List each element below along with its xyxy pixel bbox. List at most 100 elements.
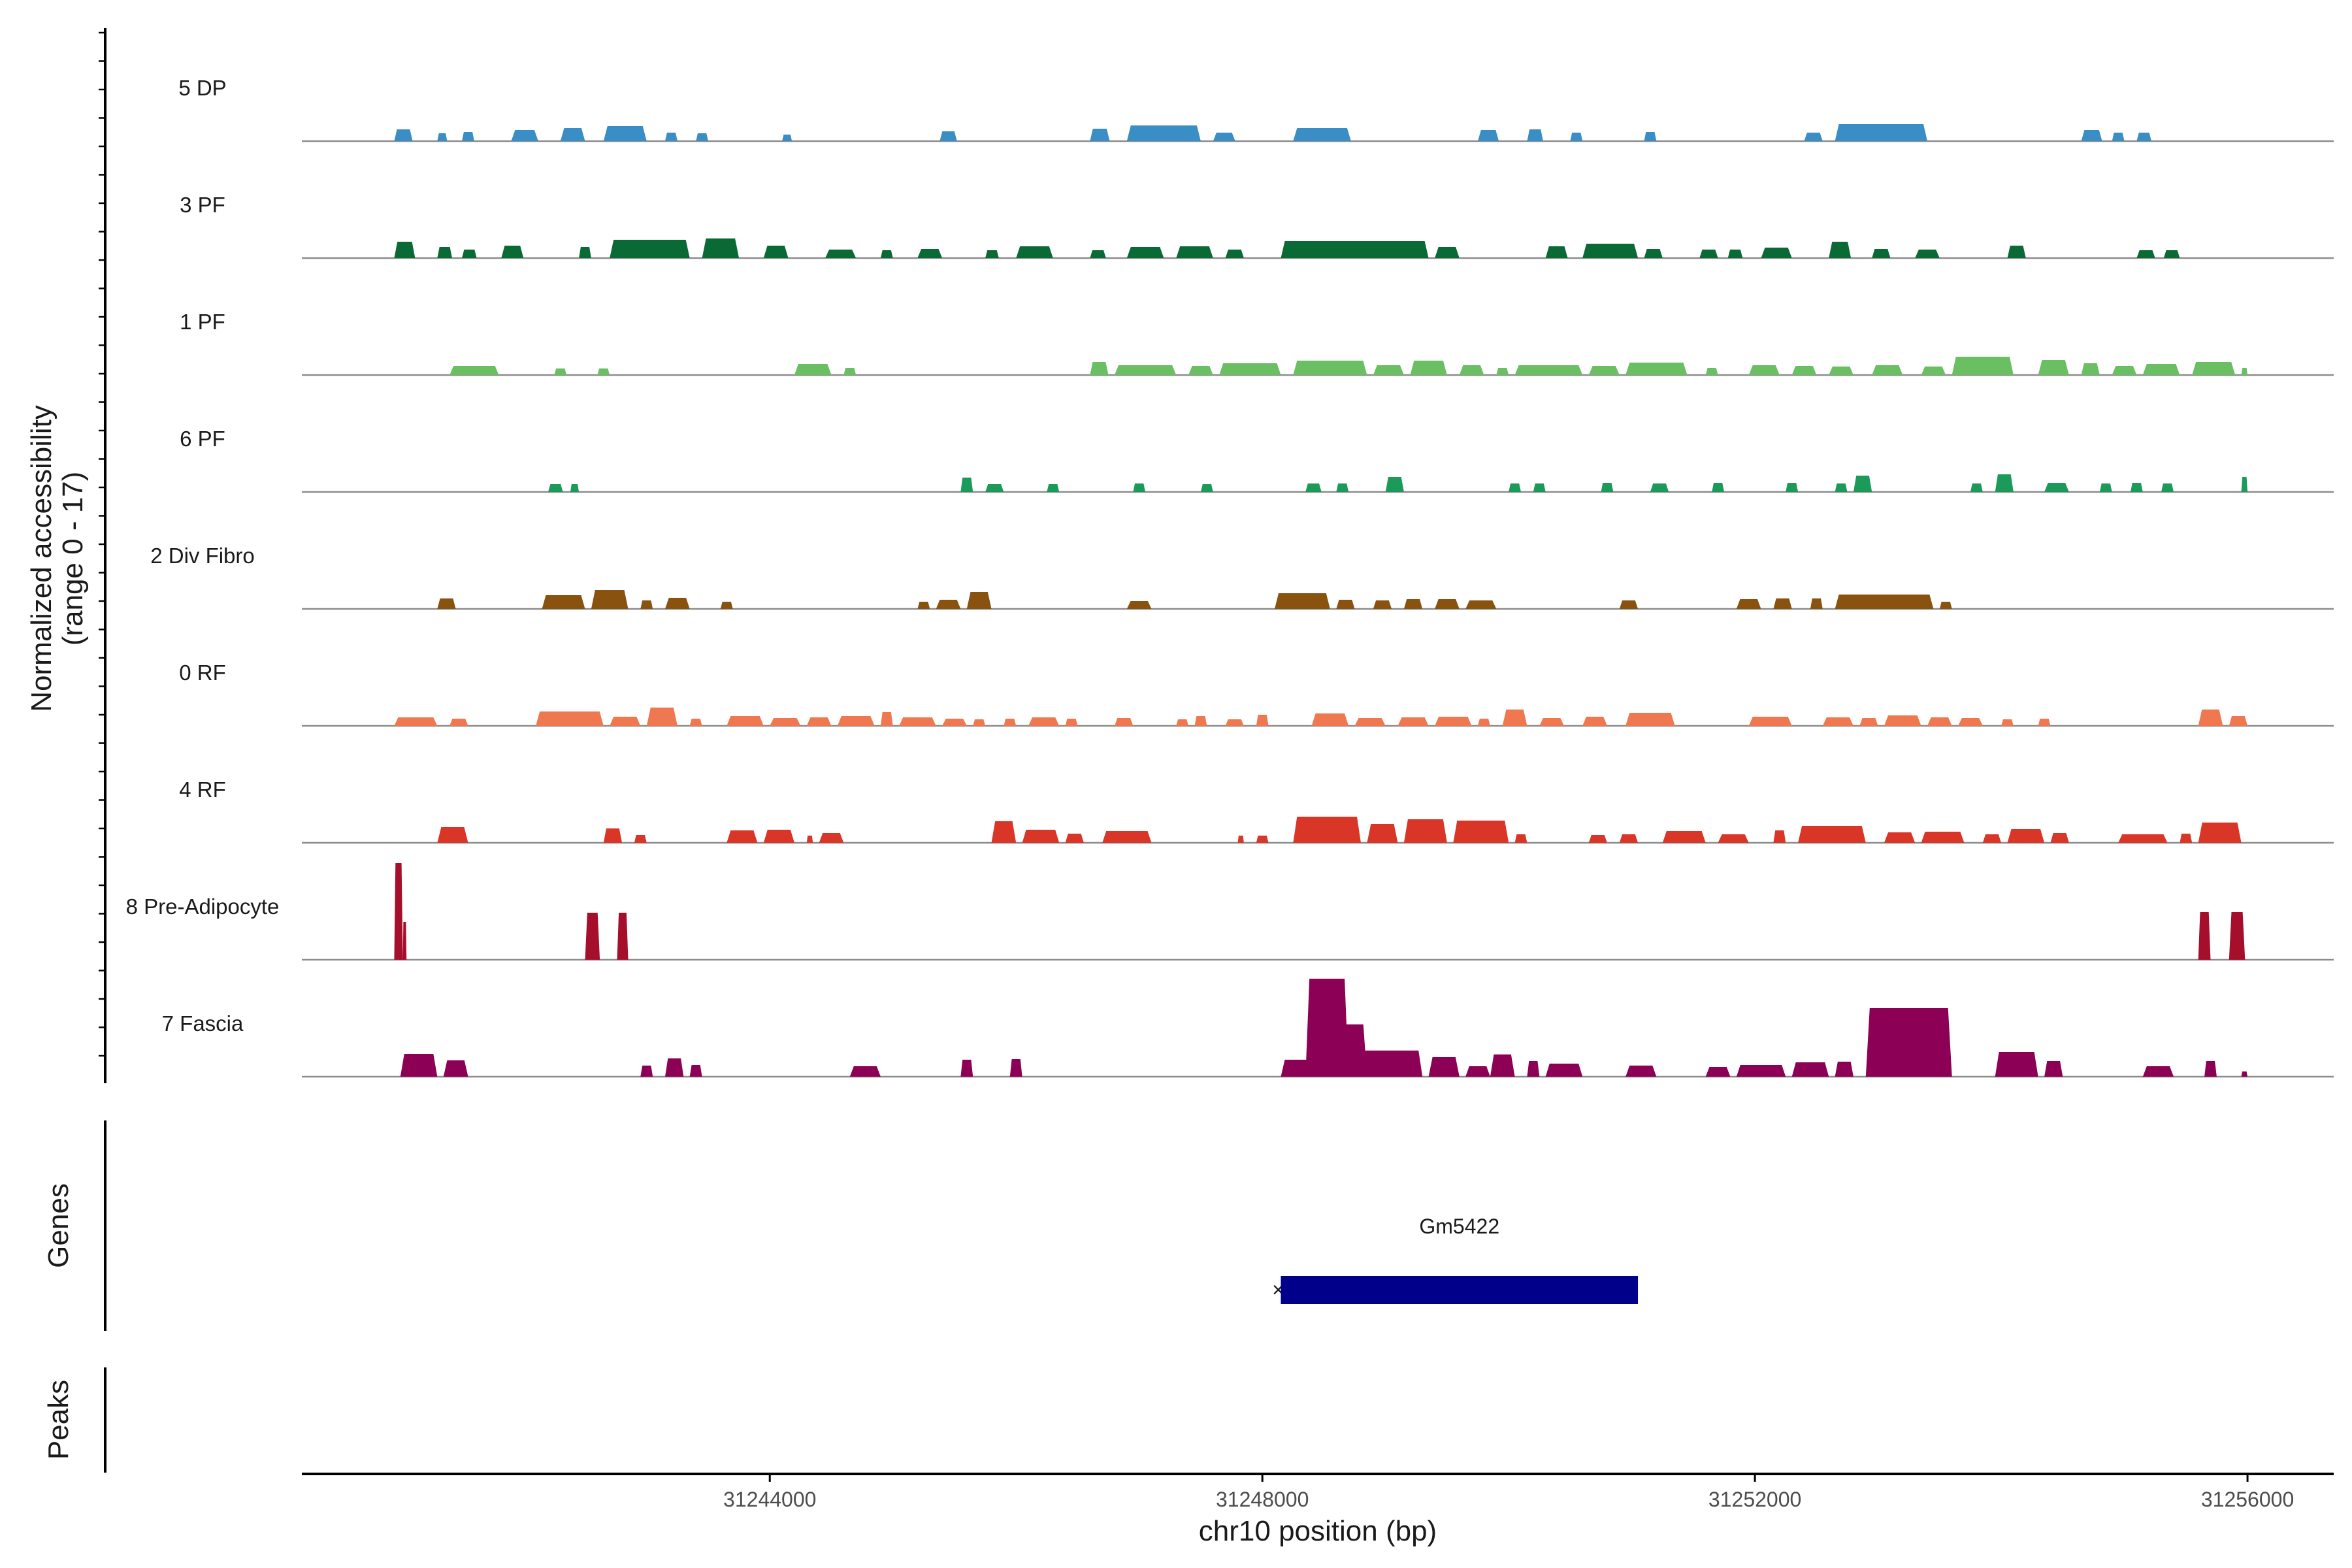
coverage-peak (665, 1058, 684, 1077)
coverage-peak (1065, 719, 1078, 726)
coverage-peak (2204, 1061, 2217, 1077)
coverage-peak (1582, 244, 1639, 258)
coverage-peak (727, 830, 758, 843)
coverage-peak (1188, 366, 1213, 375)
coverage-peak (1884, 832, 1916, 843)
coverage-peak (1502, 710, 1527, 726)
coverage-peak (2241, 368, 2248, 375)
coverage-peak (1921, 367, 1946, 375)
coverage-peak (1342, 1024, 1367, 1077)
coverage-peak (1459, 365, 1484, 375)
coverage-peak (1748, 365, 1780, 375)
track-1: 5 DP (178, 76, 2334, 142)
coverage-peak (1293, 817, 1361, 843)
coverage-peak (591, 590, 629, 609)
coverage-peak (1835, 124, 1927, 141)
coverage-peak (1982, 834, 2002, 843)
track-8: 8 Pre-Adipocyte (126, 863, 2334, 961)
y-axis-title-line2: (range 0 - 17) (57, 472, 89, 646)
coverage-peak (1527, 1061, 1540, 1077)
coverage-peak (1361, 1051, 1423, 1077)
coverage-peak (819, 833, 844, 843)
coverage-peak (1533, 483, 1546, 492)
coverage-peak (1872, 249, 1891, 258)
coverage-peak (1367, 824, 1398, 843)
coverage-peak (1336, 483, 1349, 492)
coverage-tracks: 5 DP 3 PF 1 PF 6 PF 2 Div Fibro 0 RF 4 RF 8 Pre… (126, 76, 2334, 1078)
coverage-peak (2142, 1066, 2174, 1077)
coverage-peak (1225, 719, 1244, 726)
coverage-peak (1311, 713, 1349, 726)
coverage-peak (1829, 242, 1852, 258)
coverage-peak (1644, 249, 1663, 258)
coverage-peak (763, 246, 789, 258)
coverage-peak (2180, 834, 2193, 843)
x-axis-tick-label: 31252000 (1708, 1488, 1801, 1511)
coverage-peak (1213, 133, 1235, 141)
coverage-peak (1872, 365, 1903, 375)
coverage-peak (2136, 250, 2155, 258)
coverage-peak (1952, 357, 2014, 375)
track-label: 7 Fascia (162, 1011, 244, 1036)
coverage-peak (1176, 719, 1189, 726)
coverage-peak (2198, 710, 2223, 726)
coverage-peak (1410, 361, 1447, 375)
coverage-peak (1293, 128, 1351, 141)
coverage-peak (1126, 125, 1201, 141)
coverage-peak (610, 717, 641, 726)
coverage-peak (1761, 248, 1792, 258)
coverage-peak (597, 368, 610, 375)
coverage-peak (1115, 365, 1177, 375)
track-4: 6 PF (180, 427, 2334, 493)
coverage-peak (1200, 484, 1213, 492)
coverage-y-axis-ticks (99, 31, 105, 1057)
coverage-peak (1970, 483, 1983, 492)
coverage-peak (1619, 600, 1639, 609)
coverage-peak (462, 132, 474, 141)
coverage-peak (2044, 483, 2069, 492)
coverage-peak (689, 1065, 702, 1077)
coverage-peak (1354, 718, 1386, 726)
coverage-peak (603, 126, 647, 141)
coverage-peak (1625, 1066, 1657, 1077)
coverage-peak (2241, 1071, 2248, 1077)
coverage-peak (443, 1060, 468, 1077)
coverage-peak (1490, 1054, 1515, 1077)
coverage-peak (1939, 602, 1952, 609)
coverage-peak (1527, 129, 1543, 141)
coverage-peak (1588, 835, 1607, 843)
coverage-peak (942, 719, 967, 726)
coverage-peak (400, 1054, 438, 1077)
coverage-peak (2001, 719, 2014, 726)
x-axis-tick-label: 31244000 (723, 1488, 816, 1511)
coverage-peak (2007, 246, 2026, 258)
track-label: 1 PF (180, 310, 225, 334)
coverage-peak (1028, 717, 1060, 726)
coverage-peak (1582, 717, 1607, 726)
coverage-peak (1995, 1052, 2038, 1077)
coverage-peak (806, 836, 813, 843)
coverage-peak (1465, 600, 1497, 609)
coverage-peak (1958, 718, 1983, 726)
track-label: 2 Div Fibro (150, 544, 255, 568)
gene-body (1281, 1276, 1639, 1304)
coverage-peak (554, 368, 567, 375)
coverage-peak (617, 913, 629, 960)
coverage-peak (1859, 718, 1878, 726)
coverage-peak (1016, 246, 1053, 258)
coverage-peak (1727, 250, 1743, 258)
coverage-peak (1545, 1064, 1583, 1077)
coverage-peak (1385, 477, 1404, 492)
coverage-peak (1373, 365, 1404, 375)
coverage-peak (1835, 595, 1934, 609)
coverage-peak (1237, 836, 1244, 843)
coverage-peak (849, 1066, 881, 1077)
coverage-peak (763, 830, 794, 843)
coverage-peak (1822, 717, 1854, 726)
coverage-peak (1539, 718, 1564, 726)
coverage-peak (2081, 130, 2102, 141)
coverage-peak (1736, 599, 1761, 609)
track-7: 4 RF (179, 777, 2334, 844)
coverage-peak (1650, 483, 1669, 492)
